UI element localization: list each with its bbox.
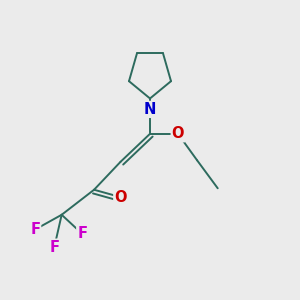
Text: F: F — [77, 226, 87, 242]
Text: F: F — [49, 240, 59, 255]
Text: N: N — [144, 102, 156, 117]
Text: O: O — [172, 126, 184, 141]
Text: F: F — [30, 222, 40, 237]
Text: O: O — [114, 190, 127, 205]
